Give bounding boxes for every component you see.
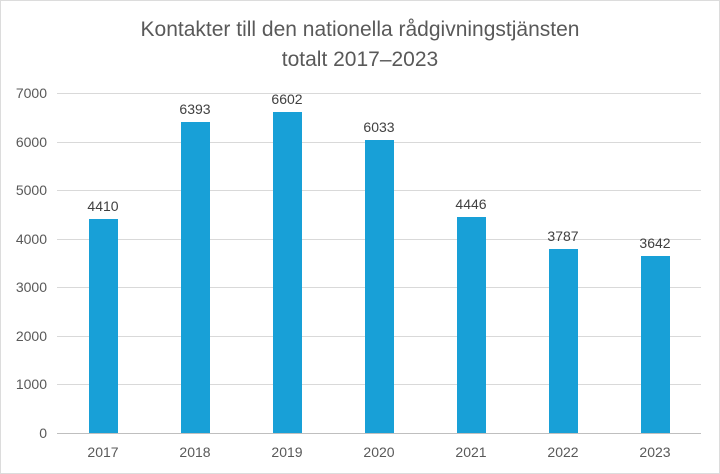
bar-2023 xyxy=(641,256,670,433)
y-tick-label: 0 xyxy=(39,425,47,441)
bar-2018 xyxy=(181,122,210,433)
plot-area: 4410 6393 6602 6033 4446 3787 3642 xyxy=(57,91,701,434)
gridline xyxy=(57,93,701,94)
data-label: 4410 xyxy=(87,198,119,214)
chart-title-line1: Kontakter till den nationella rådgivning… xyxy=(140,18,580,41)
y-tick-label: 3000 xyxy=(15,279,47,296)
data-label: 6033 xyxy=(363,119,395,135)
y-tick-label: 4000 xyxy=(15,230,47,247)
y-tick-label: 2000 xyxy=(15,327,47,344)
x-tick-label: 2022 xyxy=(547,444,579,460)
y-tick-label: 5000 xyxy=(15,182,47,199)
data-label: 6393 xyxy=(179,101,211,117)
x-tick-label: 2021 xyxy=(455,444,487,460)
x-axis-line xyxy=(57,433,701,434)
bar-2020 xyxy=(365,140,394,433)
x-tick-label: 2020 xyxy=(363,444,395,460)
y-tick-label: 1000 xyxy=(15,376,47,393)
data-label: 3787 xyxy=(547,228,579,244)
y-tick-label: 7000 xyxy=(15,85,47,101)
bar-2019 xyxy=(273,112,302,433)
y-tick-label: 6000 xyxy=(15,133,47,150)
data-label: 6602 xyxy=(271,91,303,107)
bar-2021 xyxy=(457,217,486,433)
x-tick-label: 2018 xyxy=(179,444,211,460)
data-label: 3642 xyxy=(639,235,671,251)
bar-2017 xyxy=(89,219,118,433)
x-tick-label: 2017 xyxy=(87,444,119,460)
bar-2022 xyxy=(549,249,578,433)
data-label: 4446 xyxy=(455,196,487,212)
x-tick-label: 2023 xyxy=(639,444,671,460)
chart-title: Kontakter till den nationella rådgivning… xyxy=(1,15,719,75)
x-tick-label: 2019 xyxy=(271,444,303,460)
chart-title-line2: totalt 2017–2023 xyxy=(281,48,439,71)
